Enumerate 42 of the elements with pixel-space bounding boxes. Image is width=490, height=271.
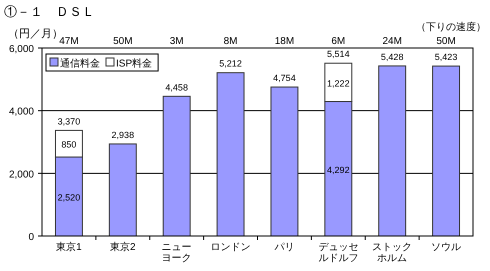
legend-label: 通信料金 — [60, 58, 100, 70]
text: 8M — [224, 36, 238, 47]
legend-label: ISP料金 — [116, 58, 152, 70]
bar — [378, 65, 406, 236]
total-label: 5,212 — [219, 58, 242, 69]
chart-title: ①－１ ＤＳＬ — [4, 4, 95, 19]
total-label: 3,370 — [58, 116, 80, 126]
x-tick-label: 東京1 — [56, 241, 82, 253]
total-label: 4,754 — [273, 73, 296, 84]
x-tick-label: デュッセルドルフ — [318, 242, 358, 264]
y-tick-label: 0 — [28, 232, 34, 243]
text: （下りの速度） — [416, 21, 486, 33]
bar — [162, 96, 191, 236]
data-label: 1,222 — [327, 78, 350, 88]
x-tick-label: ニューヨーク — [162, 242, 192, 264]
total-label: 5,423 — [434, 52, 458, 62]
text: 24M — [382, 36, 402, 47]
data-label: 850 — [61, 140, 76, 150]
y-tick-label: 4,000 — [8, 106, 34, 118]
text: 47M — [59, 36, 79, 47]
x-tick-label: ストックホルム — [372, 242, 412, 264]
bar — [108, 143, 137, 236]
data-label: 2,520 — [58, 192, 80, 203]
data-label: 4,292 — [327, 164, 350, 175]
text: 50M — [113, 36, 133, 47]
total-label: 5,428 — [380, 52, 404, 62]
x-tick-label: 東京2 — [110, 241, 136, 253]
y-tick-label: 2,000 — [8, 169, 34, 180]
x-tick-label: パリ — [273, 242, 294, 253]
y-tick-label: 6,000 — [8, 44, 34, 55]
bar — [432, 66, 460, 236]
text: 6M — [331, 36, 346, 47]
x-tick-label: ソウル — [431, 242, 462, 253]
total-label: 4,458 — [165, 82, 188, 92]
total-label: 2,938 — [112, 130, 134, 140]
bar — [216, 72, 245, 236]
x-tick-label: ロンドン — [210, 242, 251, 253]
text: 18M — [274, 36, 294, 47]
bar — [270, 86, 298, 236]
text: 3M — [170, 36, 184, 47]
total-label: 5,514 — [327, 49, 350, 60]
text: 50M — [436, 36, 456, 47]
